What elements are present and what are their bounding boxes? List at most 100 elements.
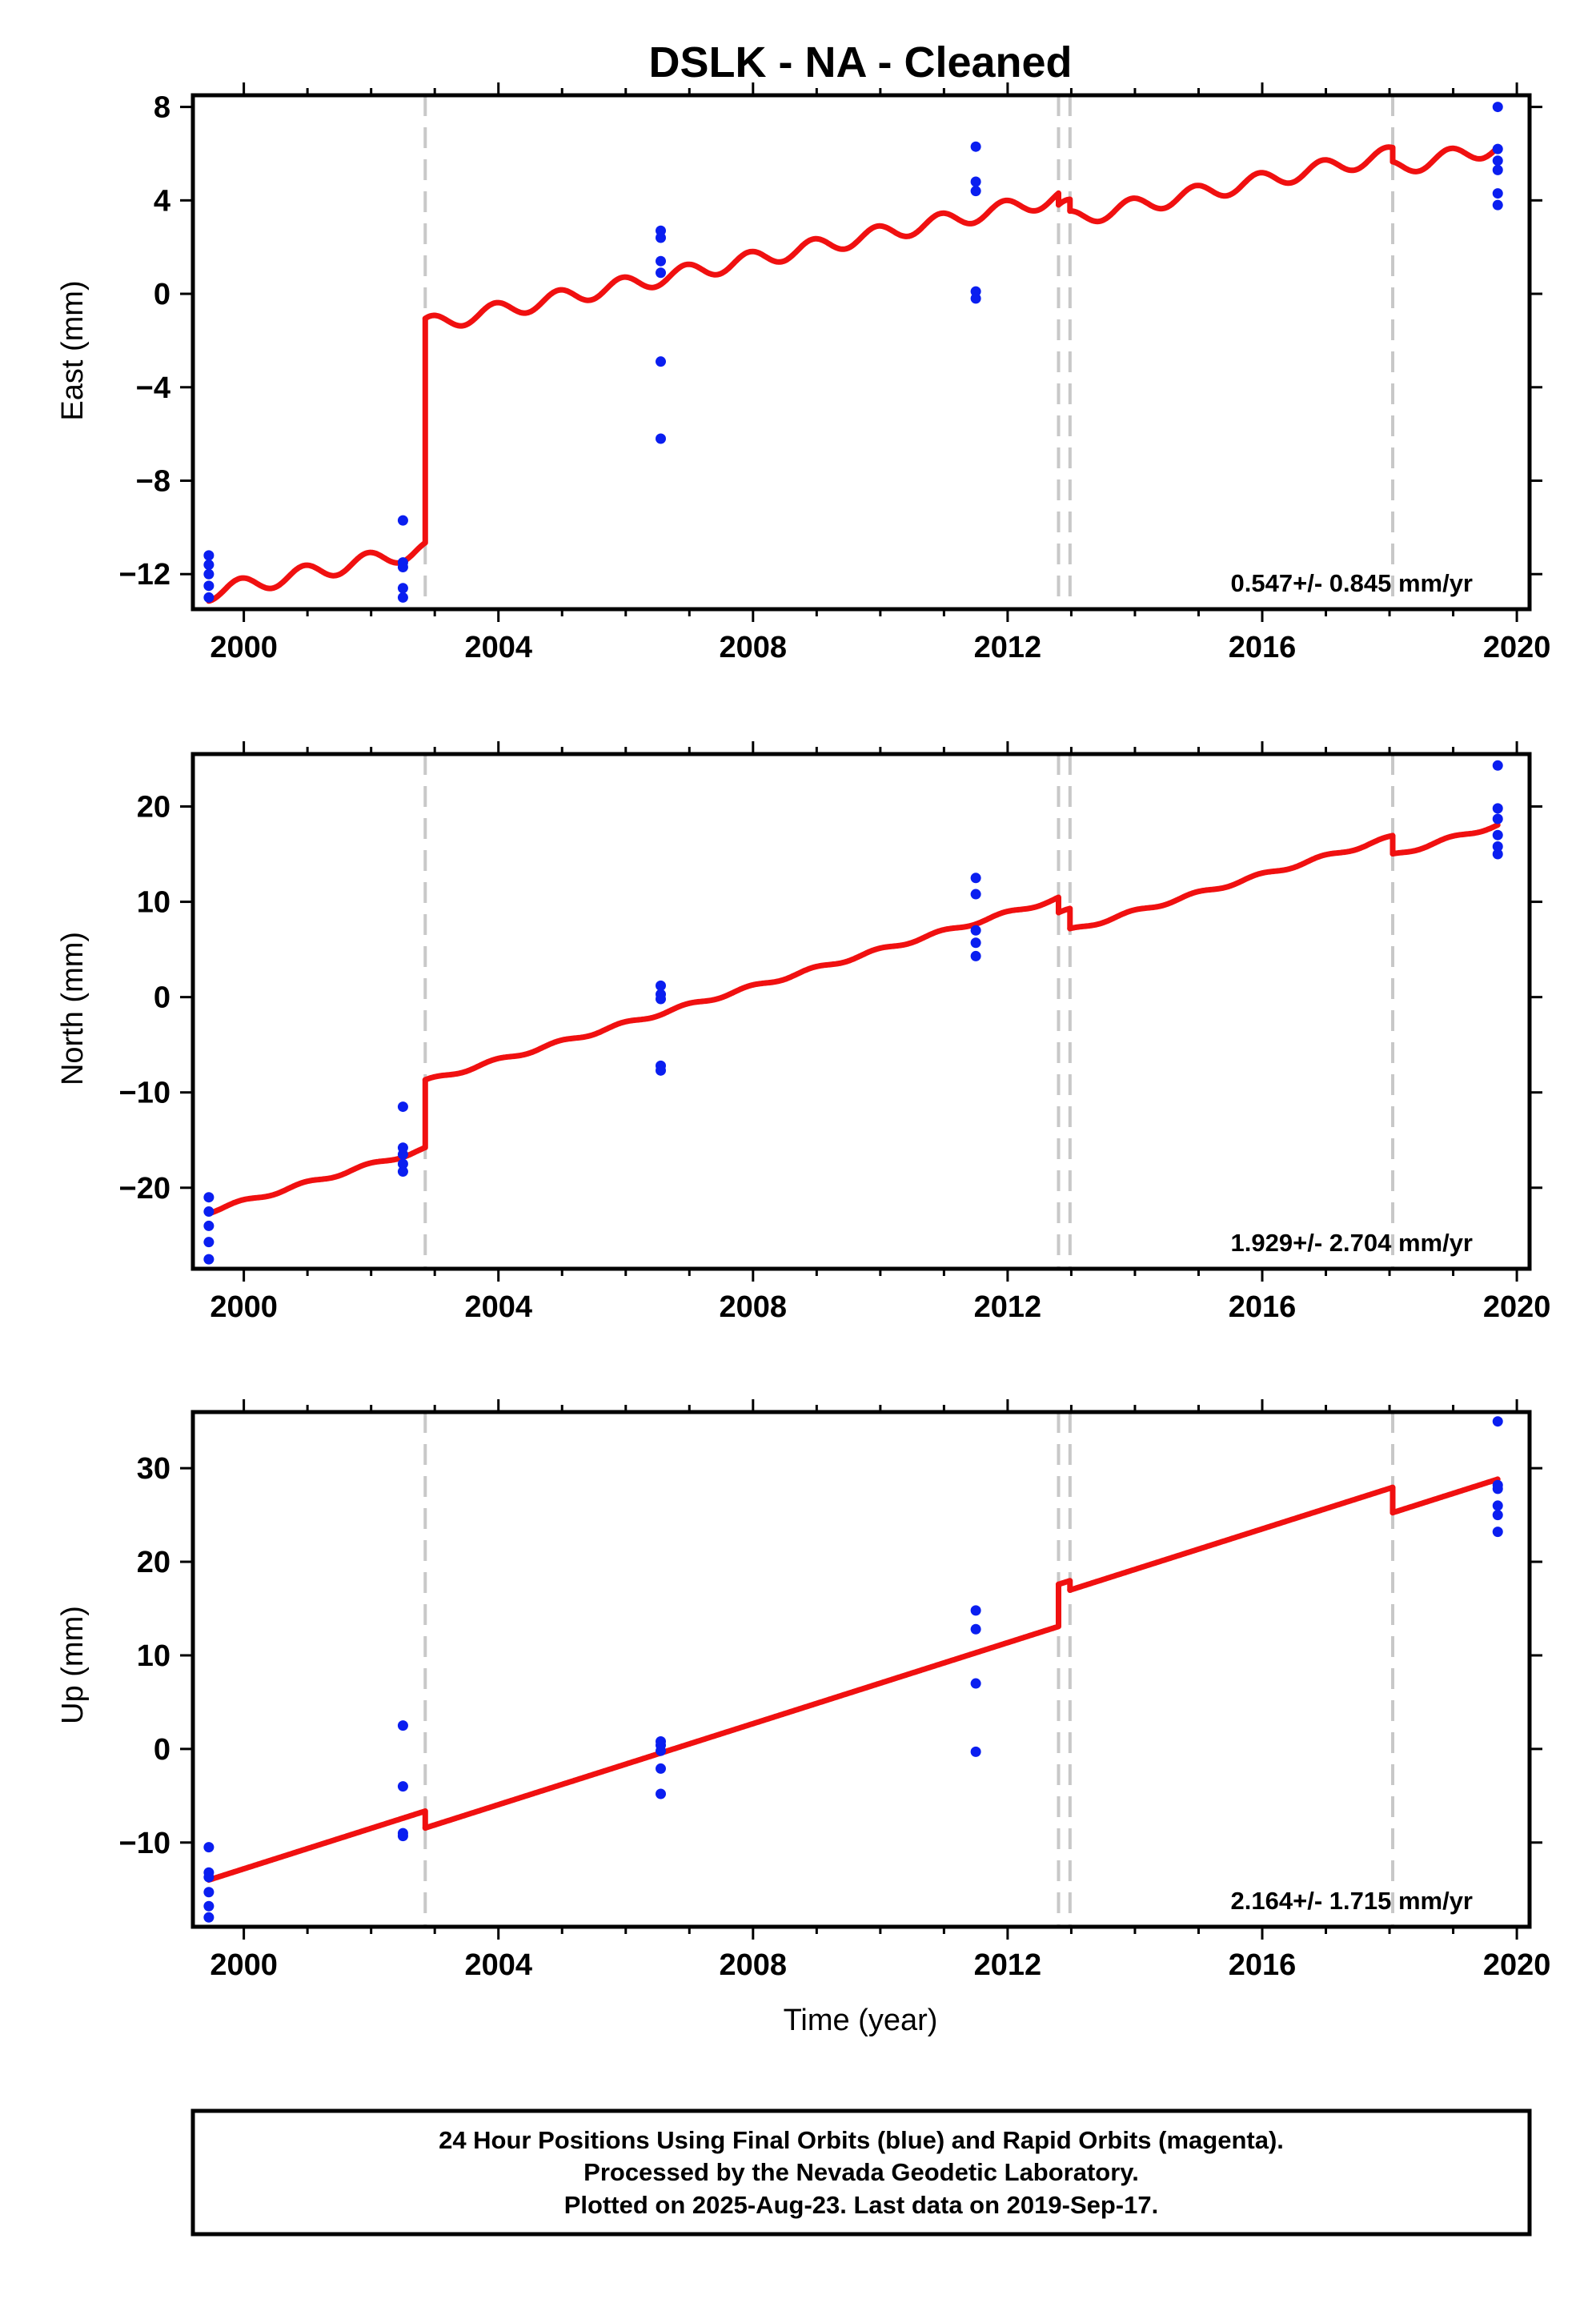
up-y-tick-label-4: 30 (137, 1452, 170, 1486)
up-model-segment-4 (1389, 1476, 1501, 1516)
up-model-segment-0 (206, 1808, 428, 1883)
north-frame (190, 752, 1532, 1271)
up-y-tick-label-3: 20 (137, 1546, 170, 1579)
north-plot-area (203, 760, 1503, 1265)
north-data-point-17 (970, 925, 981, 936)
figure-title: DSLK - NA - Cleaned (648, 38, 1072, 86)
north-y-tick-label-2: 0 (154, 981, 170, 1015)
north-data-point-20 (1492, 760, 1503, 771)
up-data-point-16 (970, 1623, 981, 1635)
north-data-point-21 (1492, 803, 1503, 814)
north-data-point-9 (397, 1166, 408, 1178)
north-data-point-0 (203, 1192, 215, 1203)
east-model-segment-2 (1056, 196, 1073, 215)
up-rate-label: 2.164+/- 1.715 mm/yr (1231, 1887, 1473, 1915)
north-data-point-8 (397, 1158, 408, 1170)
east-y-tick-label-0: −12 (119, 558, 170, 592)
up-data-point-5 (203, 1912, 215, 1923)
footer-line-1: 24 Hour Positions Using Final Orbits (bl… (439, 2126, 1284, 2154)
up-x-tick-label-2: 2008 (720, 1948, 788, 1982)
north-model-segment-2 (1056, 905, 1073, 932)
footer-frame (190, 2108, 1532, 2237)
north-data-point-19 (970, 950, 981, 961)
north-data-point-4 (203, 1254, 215, 1265)
east-plot-area (203, 102, 1503, 604)
east-data-point-24 (1492, 164, 1503, 175)
north-data-point-18 (970, 937, 981, 949)
up-data-point-3 (203, 1887, 215, 1898)
north-model-segment-1 (422, 894, 1061, 1083)
up-x-tick-label-3: 2012 (974, 1948, 1042, 1982)
east-data-point-20 (970, 293, 981, 304)
east-data-point-3 (203, 580, 215, 592)
east-data-point-5 (397, 515, 408, 526)
north-axis-label: North (mm) (56, 932, 90, 1085)
up-data-point-2 (203, 1872, 215, 1883)
east-rate-label: 0.547+/- 0.845 mm/yr (1231, 569, 1473, 597)
east-y-tick-label-5: 8 (154, 91, 170, 125)
east-model-segment-4 (1389, 144, 1501, 175)
up-data-point-19 (1492, 1416, 1503, 1427)
east-model-segment-0 (206, 315, 428, 604)
up-data-point-18 (970, 1746, 981, 1757)
north-data-point-15 (970, 873, 981, 884)
north-data-point-1 (203, 1206, 215, 1218)
up-x-tick-label-0: 2000 (210, 1948, 278, 1982)
north-x-tick-label-5: 2020 (1483, 1290, 1551, 1324)
east-data-point-9 (397, 592, 408, 603)
up-x-tick-label-5: 2020 (1483, 1948, 1551, 1982)
east-x-tick-label-1: 2004 (464, 631, 532, 664)
up-x-tick-label-4: 2016 (1229, 1948, 1297, 1982)
north-x-tick-label-1: 2004 (464, 1290, 532, 1324)
north-data-point-24 (1492, 841, 1503, 853)
east-model-segment-3 (1067, 144, 1396, 225)
north-y-tick-label-0: −20 (119, 1172, 170, 1206)
east-data-point-21 (1492, 102, 1503, 113)
east-x-tick-label-3: 2012 (974, 631, 1042, 664)
up-panel: Up (mm) 2000 2004 2008 2012 2016 2020 −10 0 10 20… (56, 1399, 1550, 1982)
up-y-tick-label-1: 0 (154, 1733, 170, 1767)
north-data-point-12 (656, 993, 666, 1005)
east-data-point-11 (656, 232, 666, 243)
up-y-tick-label-0: −10 (119, 1827, 170, 1860)
north-data-point-14 (656, 1065, 666, 1076)
up-x-tick-label-1: 2004 (464, 1948, 532, 1982)
east-panel: East (mm) 2000 2004 2008 2012 2016 2020 −12 −8 −… (56, 82, 1550, 664)
footer-line-2: Processed by the Nevada Geodetic Laborat… (583, 2158, 1139, 2186)
north-data-point-23 (1492, 829, 1503, 841)
up-data-point-22 (1492, 1500, 1503, 1511)
east-data-point-23 (1492, 155, 1503, 167)
east-data-point-17 (970, 176, 981, 187)
east-data-point-13 (656, 267, 666, 279)
north-model-segment-0 (206, 1077, 428, 1217)
footer-line-3: Plotted on 2025-Aug-23. Last data on 201… (564, 2191, 1158, 2219)
east-data-point-7 (397, 561, 408, 572)
up-data-point-21 (1492, 1483, 1503, 1495)
north-x-tick-label-4: 2016 (1229, 1290, 1297, 1324)
east-frame (190, 93, 1532, 612)
north-data-point-25 (1492, 849, 1503, 860)
up-data-point-6 (397, 1720, 408, 1731)
north-data-point-5 (397, 1101, 408, 1113)
up-data-point-4 (203, 1900, 215, 1912)
east-x-tick-label-5: 2020 (1483, 631, 1551, 664)
north-data-point-16 (970, 889, 981, 900)
east-axis-label: East (mm) (56, 280, 90, 420)
north-x-tick-label-2: 2008 (720, 1290, 788, 1324)
up-data-point-9 (397, 1831, 408, 1842)
north-y-tick-label-1: −10 (119, 1077, 170, 1110)
east-data-point-18 (970, 186, 981, 197)
north-data-point-2 (203, 1220, 215, 1231)
east-data-point-8 (397, 583, 408, 594)
north-model-segment-4 (1389, 822, 1501, 857)
north-data-point-3 (203, 1237, 215, 1248)
east-data-point-16 (970, 141, 981, 152)
up-data-point-7 (397, 1781, 408, 1792)
north-data-point-22 (1492, 813, 1503, 824)
north-data-point-7 (397, 1149, 408, 1160)
east-x-tick-label-2: 2008 (720, 631, 788, 664)
north-rate-label: 1.929+/- 2.704 mm/yr (1231, 1229, 1473, 1257)
up-model-segment-3 (1067, 1484, 1396, 1593)
north-x-tick-label-3: 2012 (974, 1290, 1042, 1324)
north-data-point-10 (656, 980, 666, 991)
